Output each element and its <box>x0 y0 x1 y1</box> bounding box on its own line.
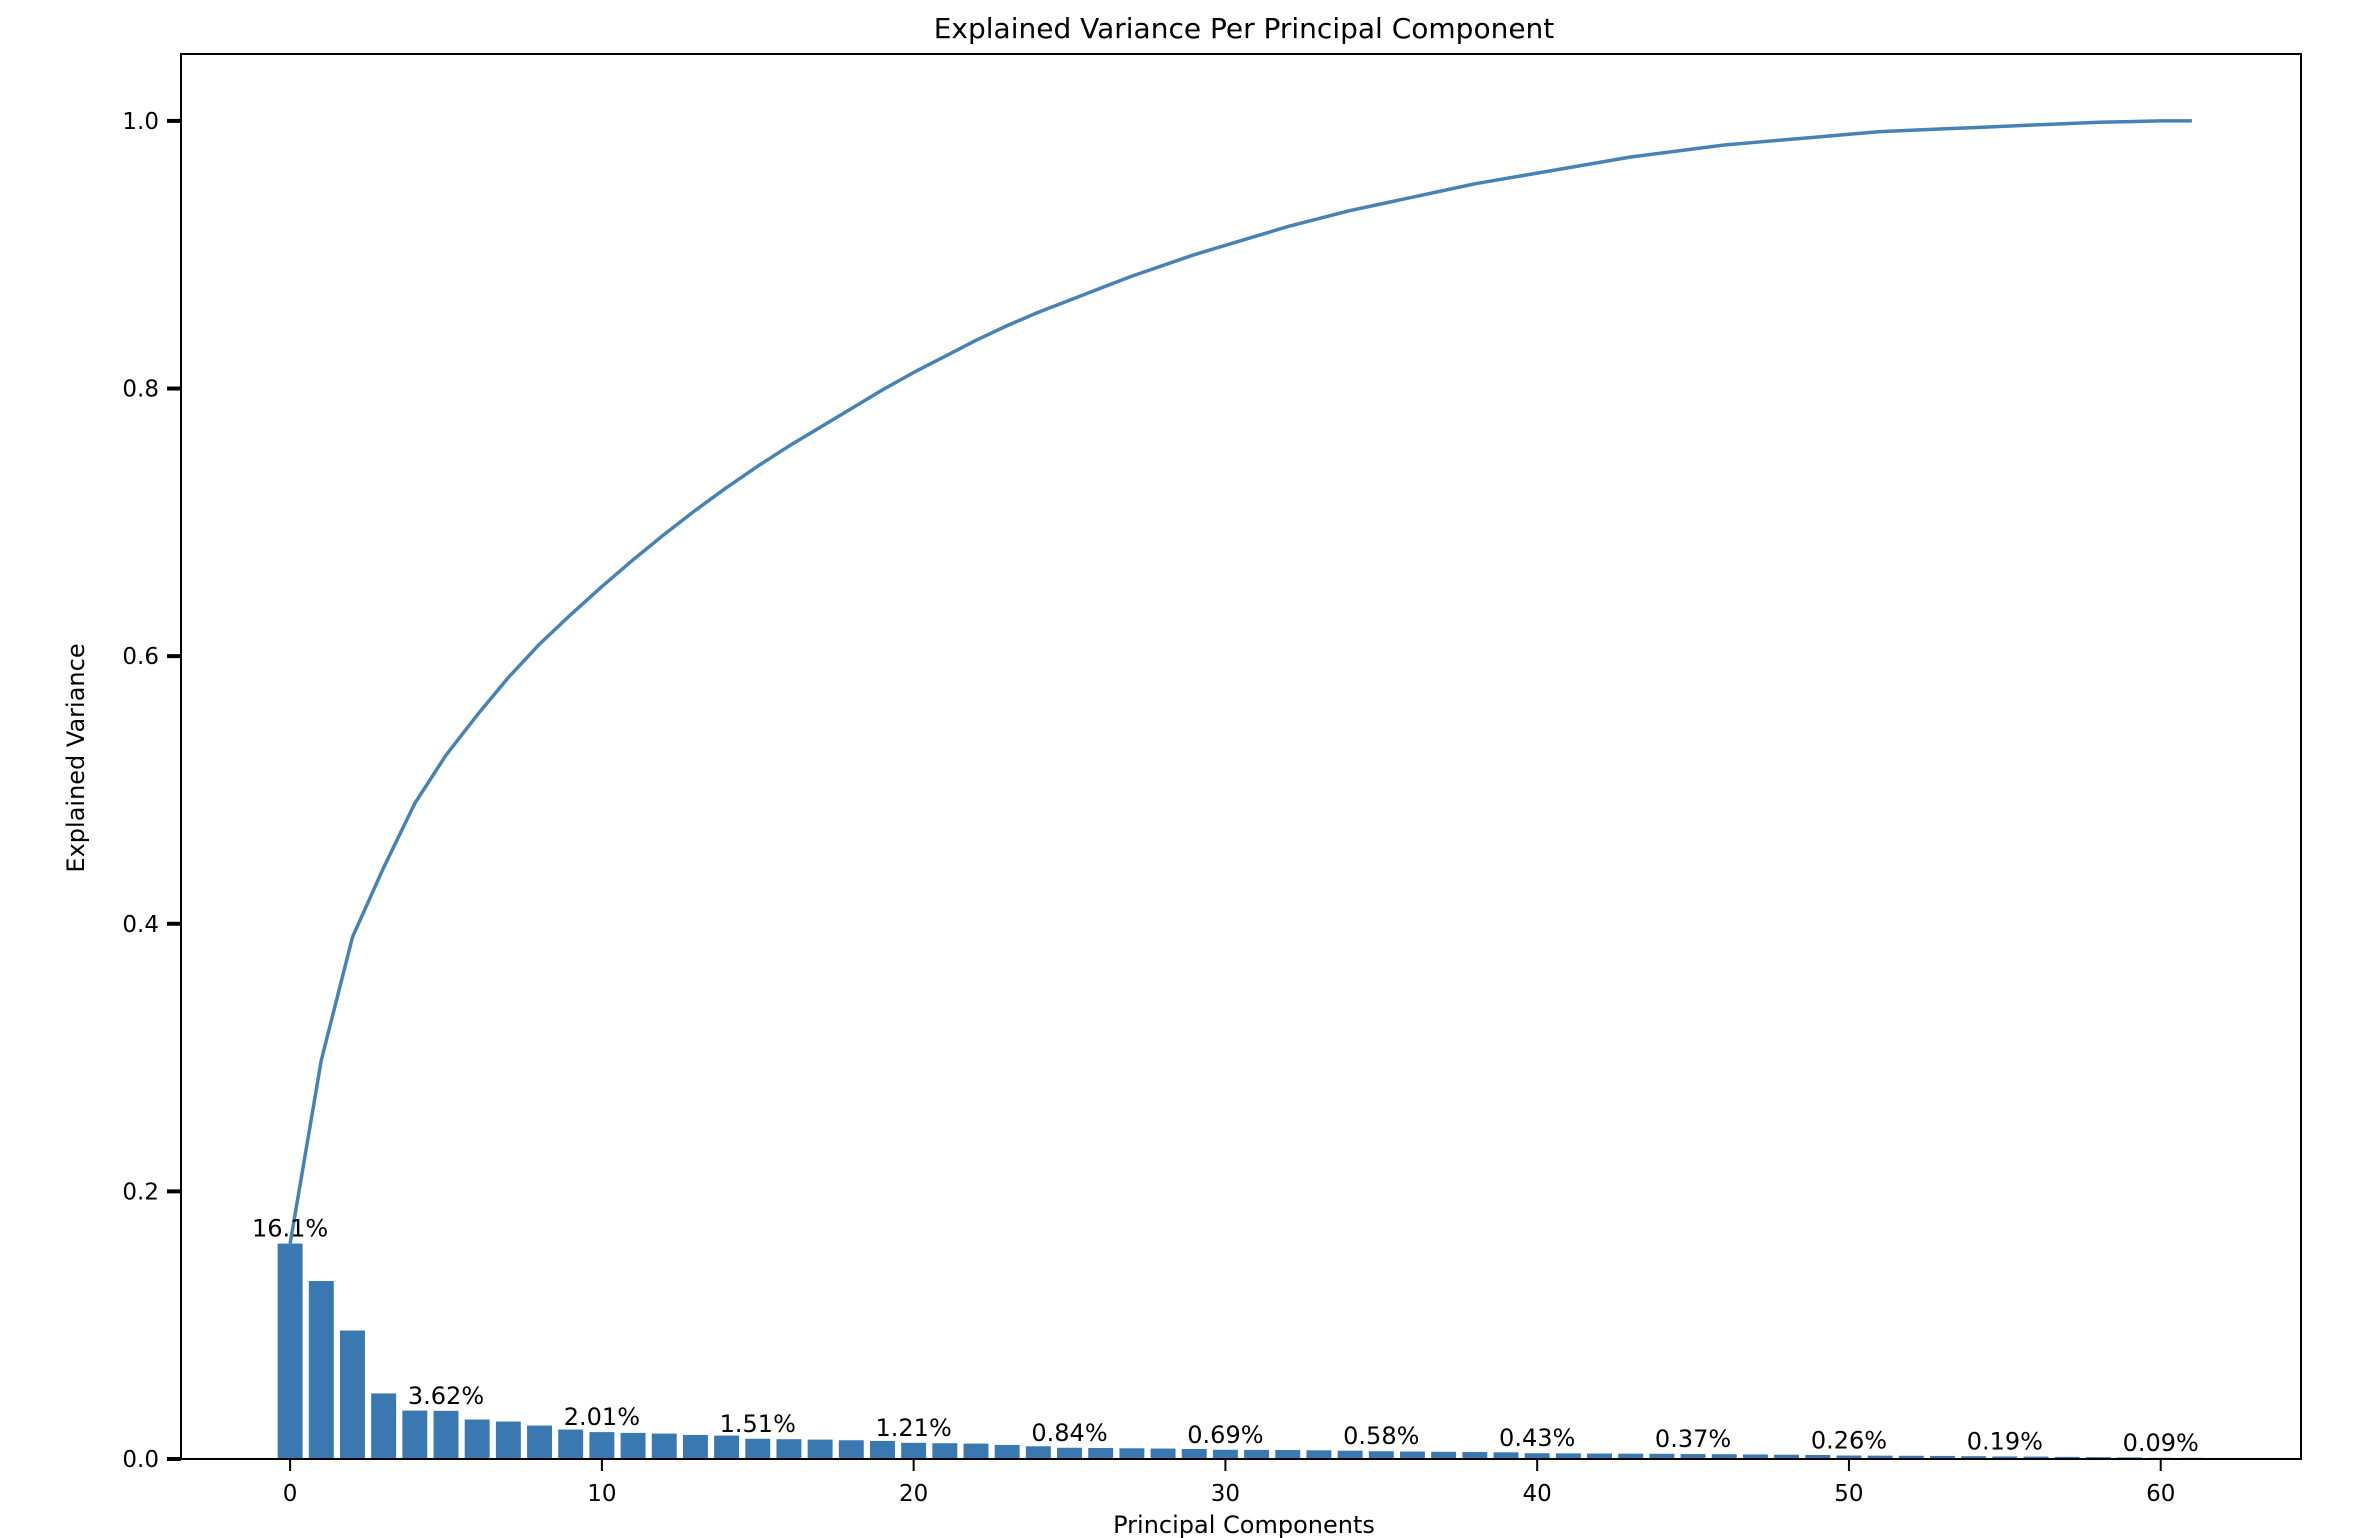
bar <box>1275 1450 1301 1459</box>
bar <box>308 1281 334 1459</box>
bar <box>1742 1454 1768 1459</box>
bar <box>1649 1453 1675 1459</box>
bar <box>1088 1448 1114 1459</box>
bar <box>1337 1450 1363 1459</box>
bar-data-label: 0.43% <box>1499 1424 1575 1452</box>
bar-data-label: 0.37% <box>1655 1425 1731 1453</box>
x-tick-label: 40 <box>1523 1481 1552 1507</box>
bar <box>870 1440 895 1459</box>
bar <box>402 1410 428 1459</box>
x-tick-label: 50 <box>1834 1481 1863 1507</box>
bar-annotations: 16.1% 3.62% 2.01% 1.51% 1.21% 0.84% 0.69% 0.58%… <box>252 1215 2199 1457</box>
bar <box>1462 1452 1488 1459</box>
x-axis-label: Principal Components <box>1113 1511 1375 1538</box>
x-tick-label: 30 <box>1211 1481 1240 1507</box>
x-tick-label: 0 <box>283 1481 298 1507</box>
bar-data-label: 16.1% <box>252 1215 328 1243</box>
bar <box>1774 1454 1800 1459</box>
bar <box>714 1435 740 1459</box>
bar <box>1711 1454 1737 1459</box>
bar <box>1212 1449 1238 1459</box>
y-tick-label: 0.0 <box>122 1447 159 1473</box>
x-tick-label: 10 <box>587 1481 616 1507</box>
bar <box>994 1444 1020 1459</box>
bar <box>277 1243 303 1459</box>
bar <box>1119 1448 1145 1459</box>
bar <box>340 1330 365 1459</box>
bar <box>558 1429 584 1459</box>
bar <box>620 1432 646 1459</box>
bar <box>1025 1446 1051 1459</box>
bar-data-label: 0.26% <box>1811 1427 1887 1455</box>
y-tick-label: 0.6 <box>122 644 159 670</box>
cumulative-line <box>288 119 2192 1244</box>
bar <box>1181 1448 1207 1459</box>
bar <box>1587 1453 1612 1459</box>
bar <box>651 1433 677 1459</box>
bar <box>1836 1455 1862 1459</box>
bar <box>1867 1455 1893 1459</box>
bar-data-label: 0.84% <box>1031 1419 1107 1447</box>
bar-data-label: 1.51% <box>720 1410 796 1438</box>
bar <box>1057 1447 1082 1459</box>
bar <box>1992 1456 2018 1459</box>
bar <box>745 1438 771 1459</box>
bar <box>932 1443 958 1459</box>
cumulative-line-series <box>288 119 2192 1244</box>
bar-data-label: 3.62% <box>408 1382 484 1410</box>
bar <box>1555 1453 1581 1459</box>
y-tick-label: 0.4 <box>122 912 159 938</box>
bar <box>527 1425 552 1459</box>
bar <box>1524 1453 1550 1459</box>
bar <box>2023 1456 2049 1459</box>
bar <box>1930 1455 1955 1459</box>
bar <box>464 1419 490 1459</box>
bar <box>1898 1455 1924 1459</box>
bar <box>807 1439 833 1459</box>
bar <box>1400 1451 1425 1459</box>
plot-frame <box>180 53 2302 1460</box>
bar <box>1368 1451 1394 1459</box>
bar <box>682 1434 708 1459</box>
bar <box>1244 1449 1270 1459</box>
bar <box>1961 1456 1987 1459</box>
bar <box>2054 1456 2080 1459</box>
bar <box>1493 1452 1519 1459</box>
bar <box>589 1432 615 1459</box>
bar <box>1306 1450 1332 1459</box>
bar-data-label: 0.09% <box>2123 1429 2199 1457</box>
axes: 0.0 0.2 0.4 0.6 0.8 1.0 0 10 20 30 40 50 60 <box>122 53 2302 1507</box>
bar-data-label: 0.58% <box>1343 1422 1419 1450</box>
bar <box>776 1439 802 1459</box>
bar-series <box>277 1243 2205 1459</box>
y-tick-label: 1.0 <box>122 109 159 135</box>
bar <box>838 1440 864 1459</box>
bar <box>1618 1453 1644 1459</box>
bar <box>495 1421 521 1459</box>
bar <box>1680 1454 1706 1459</box>
x-tick-label: 20 <box>899 1481 928 1507</box>
bar <box>371 1393 397 1459</box>
bar <box>1805 1454 1831 1459</box>
bar <box>963 1443 989 1459</box>
bar <box>433 1410 459 1459</box>
y-tick-label: 0.8 <box>122 377 159 403</box>
y-tick-label: 0.2 <box>122 1179 159 1205</box>
bar-data-label: 1.21% <box>876 1414 952 1442</box>
bar <box>901 1442 927 1459</box>
bar <box>1431 1451 1457 1459</box>
bar-data-label: 0.69% <box>1187 1421 1263 1449</box>
x-tick-label: 60 <box>2146 1481 2175 1507</box>
y-axis-label: Explained Variance <box>62 643 90 872</box>
bar <box>1150 1448 1176 1459</box>
bar-data-label: 0.19% <box>1967 1427 2043 1455</box>
bar-data-label: 2.01% <box>564 1403 640 1431</box>
chart-title: Explained Variance Per Principal Compone… <box>934 12 1555 45</box>
